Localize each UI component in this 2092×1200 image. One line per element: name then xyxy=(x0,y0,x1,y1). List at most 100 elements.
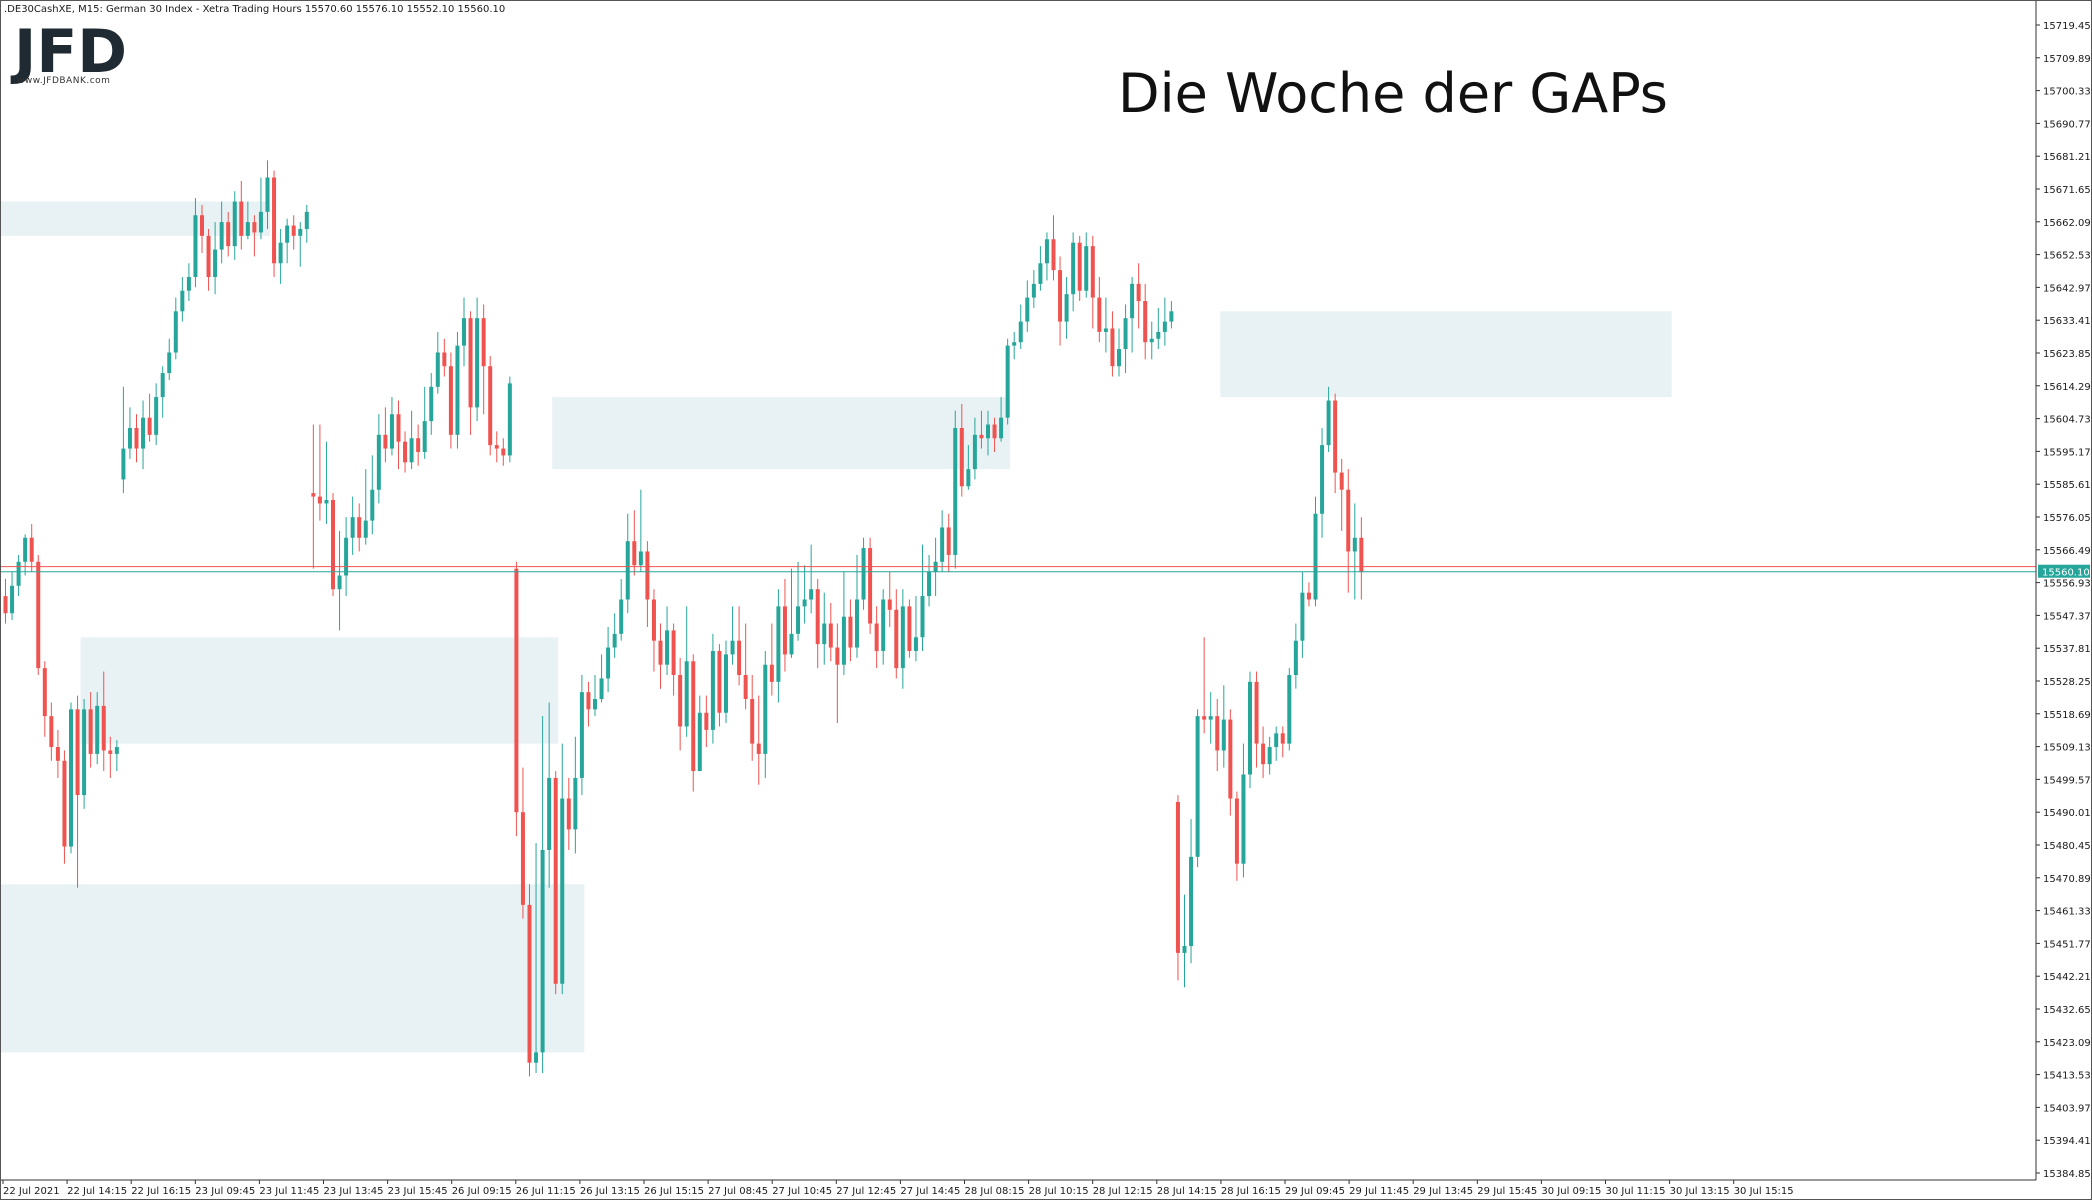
candle xyxy=(403,431,408,473)
y-tick-label: 15709.89 xyxy=(2043,54,2091,65)
y-tick-label: 15480.45 xyxy=(2043,841,2091,852)
y-tick-label: 15662.09 xyxy=(2043,218,2091,229)
candle-body xyxy=(173,311,178,353)
x-tick-label: 26 Jul 09:15 xyxy=(452,1186,512,1197)
candle xyxy=(953,410,958,569)
y-tick-label: 15509.13 xyxy=(2043,743,2091,754)
candle-body xyxy=(95,705,100,754)
y-tick-label: 15537.81 xyxy=(2043,644,2091,655)
candle-body xyxy=(586,692,591,710)
y-tick-label: 15652.53 xyxy=(2043,251,2091,262)
candle-body xyxy=(651,599,656,641)
candle-body xyxy=(127,427,132,449)
candle-body xyxy=(442,352,447,367)
candle xyxy=(481,304,486,415)
candle-body xyxy=(1162,321,1167,332)
candle-body xyxy=(1149,338,1154,343)
candle xyxy=(992,417,997,452)
candle xyxy=(756,695,761,785)
candle xyxy=(29,524,34,573)
time-axis[interactable]: 22 Jul 2021 22 Jul 14:15 22 Jul 16:15 23 Ju… xyxy=(2,1180,1794,1197)
candle xyxy=(252,215,257,257)
candle-body xyxy=(285,225,290,243)
candle-body xyxy=(1274,733,1279,748)
candle xyxy=(1156,307,1161,350)
candle xyxy=(651,589,656,672)
candle-body xyxy=(1313,513,1318,600)
candle xyxy=(488,355,493,456)
symbol-info-header: .DE30CashXE, M15: German 30 Index - Xetr… xyxy=(4,4,505,15)
candle-body xyxy=(894,609,899,669)
last-price-tag: 15560.10 xyxy=(2038,564,2090,579)
last-price-box xyxy=(2038,564,2090,578)
candle-body xyxy=(979,434,984,439)
candle-body xyxy=(547,777,552,850)
candle xyxy=(291,215,296,250)
candle xyxy=(1025,280,1030,332)
candle-body xyxy=(1287,674,1292,744)
jfd-logo[interactable]: JFD www.JFDBANK.com xyxy=(10,17,127,87)
candle-body xyxy=(383,434,388,449)
candle-body xyxy=(966,469,971,487)
candle-body xyxy=(396,414,401,442)
candle-body xyxy=(350,517,355,538)
candle-body xyxy=(101,705,106,751)
candle xyxy=(527,884,532,1077)
candle xyxy=(691,654,696,792)
candle-body xyxy=(376,434,381,490)
candle-body xyxy=(1215,716,1220,751)
candle xyxy=(1012,331,1017,360)
candle-body xyxy=(245,222,250,236)
candle xyxy=(435,331,440,394)
candle xyxy=(796,561,801,641)
candle-body xyxy=(776,606,781,682)
candle-body xyxy=(180,290,185,312)
x-tick-label: 28 Jul 14:15 xyxy=(1157,1186,1217,1197)
candle-body xyxy=(29,537,34,562)
candle-body xyxy=(291,225,296,236)
candle xyxy=(475,297,480,422)
y-tick-label: 15451.77 xyxy=(2043,939,2091,950)
candle xyxy=(894,589,899,679)
candle xyxy=(927,554,932,607)
candle xyxy=(986,410,990,456)
candle xyxy=(1077,235,1082,302)
candle xyxy=(160,366,165,418)
y-tick-label: 15642.97 xyxy=(2043,283,2091,294)
y-tick-label: 15403.97 xyxy=(2043,1103,2091,1114)
candle xyxy=(671,623,676,696)
candle-body xyxy=(1084,246,1089,291)
candle xyxy=(337,530,342,631)
candle xyxy=(841,572,846,675)
candle xyxy=(134,414,139,463)
candle-body xyxy=(527,904,532,1063)
candle xyxy=(593,674,597,717)
x-tick-label: 30 Jul 15:15 xyxy=(1734,1186,1794,1197)
candle-body xyxy=(1169,311,1174,322)
candle-body xyxy=(49,716,54,748)
candle xyxy=(1228,709,1233,816)
candle-body xyxy=(887,599,892,610)
candle-body xyxy=(704,712,709,730)
candle-body xyxy=(42,668,47,717)
candle-body xyxy=(82,709,87,796)
candle xyxy=(350,496,355,555)
candle-body xyxy=(750,699,755,744)
candle-body xyxy=(560,798,565,984)
candle xyxy=(940,510,945,573)
candle-body xyxy=(363,520,368,538)
candle-body xyxy=(435,352,440,387)
candle xyxy=(1051,215,1056,281)
candle xyxy=(1274,726,1279,761)
candle-body xyxy=(1339,472,1344,490)
candle xyxy=(1326,386,1331,452)
x-tick-label: 22 Jul 2021 xyxy=(3,1186,60,1197)
x-tick-label: 27 Jul 12:45 xyxy=(836,1186,896,1197)
candle-body xyxy=(416,438,421,452)
candle xyxy=(1136,263,1141,329)
candle xyxy=(1280,726,1285,758)
price-axis[interactable]: 15719.45 15709.89 15700.33 15690.77 15681.21… xyxy=(2036,21,2091,1180)
candle-body xyxy=(992,424,997,439)
candle-body xyxy=(154,397,159,435)
